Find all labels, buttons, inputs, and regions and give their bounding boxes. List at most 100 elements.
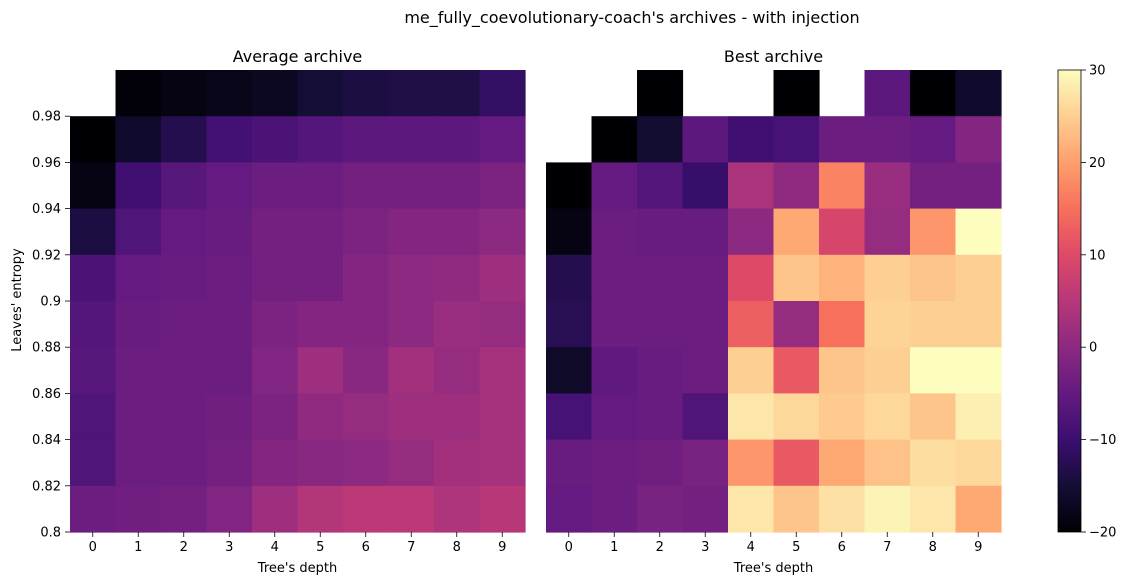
x-tick-label: 8 [929,540,937,555]
heatmap-cell [70,254,117,302]
heatmap-cell [479,485,526,533]
x-tick-label: 5 [316,540,324,555]
heatmap-cell [819,162,866,210]
heatmap-cell [343,347,390,394]
y-tick-label: 0.86 [32,387,61,402]
heatmap-cell [479,70,526,117]
heatmap-cell [955,116,1002,163]
average-archive-panel: Average archive 0 1 2 3 4 5 6 7 8 9 0.98 0.96 0.94 0.… [10,47,526,576]
y-tick-label: 0.98 [32,110,61,125]
heatmap-cell [388,70,435,117]
x-tick-label: 7 [407,540,415,555]
best-archive-xlabel: Tree's depth [733,561,813,576]
heatmap-cell [637,439,684,487]
figure-suptitle: me_fully_coevolutionary-coach's archives… [404,8,859,28]
colorbar-tick-label: 20 [1089,156,1106,171]
heatmap-cell [252,485,299,533]
heatmap-cell [682,301,729,348]
heatmap-cell [70,393,117,441]
heatmap-cell [682,485,729,533]
heatmap-cell [682,116,729,163]
average-archive-cells [70,70,526,533]
heatmap-cell [728,162,775,210]
heatmap-cell [591,485,638,533]
x-tick-label: 2 [180,540,188,555]
heatmap-cell [70,301,117,348]
heatmap-cell [546,254,593,302]
heatmap-cell [206,301,253,348]
x-tick-label: 4 [747,540,755,555]
heatmap-cell [115,439,162,487]
heatmap-cell [910,439,957,487]
heatmap-cell [773,162,820,210]
x-tick-label: 9 [974,540,982,555]
heatmap-cell [343,393,390,441]
heatmap-cell [955,70,1002,117]
heatmap-cell [910,208,957,256]
heatmap-cell [115,70,162,117]
y-tick-label: 0.96 [32,156,61,171]
heatmap-cell [434,485,481,533]
y-tick-label: 0.9 [40,295,61,310]
heatmap-cell [864,162,911,210]
heatmap-cell [773,301,820,348]
heatmap-cell [161,208,208,256]
heatmap-cell [864,301,911,348]
heatmap-cell [864,254,911,302]
heatmap-cell [252,208,299,256]
heatmap-cell [955,208,1002,256]
heatmap-cell [343,208,390,256]
heatmap-cell [252,439,299,487]
heatmap-cell [297,301,344,348]
heatmap-cell [773,70,820,117]
heatmap-cell [206,485,253,533]
heatmap-cell [479,439,526,487]
heatmap-cell [637,116,684,163]
heatmap-cell [728,254,775,302]
heatmap-cell [115,116,162,163]
heatmap-cell [819,208,866,256]
heatmap-cell [434,347,481,394]
heatmap-cell [297,208,344,256]
colorbar-tick-label: −10 [1089,433,1116,448]
heatmap-cell [297,485,344,533]
heatmap-cell [910,347,957,394]
heatmap-cell [546,208,593,256]
heatmap-cell [591,254,638,302]
heatmap-cell [728,393,775,441]
heatmap-cell [773,116,820,163]
heatmap-cell [70,162,117,210]
heatmap-cell [591,116,638,163]
colorbar-gradient [1057,69,1082,533]
heatmap-cell [252,254,299,302]
heatmap-cell [297,347,344,394]
heatmap-cell [682,393,729,441]
heatmap-cell [388,254,435,302]
heatmap-cell [434,116,481,163]
heatmap-cell [297,70,344,117]
heatmap-cell [252,393,299,441]
heatmap-cell [434,162,481,210]
heatmap-cell [479,347,526,394]
heatmap-cell [297,162,344,210]
heatmap-cell [637,162,684,210]
heatmap-cell [591,393,638,441]
heatmap-cell [773,439,820,487]
colorbar-tick-label: 30 [1089,64,1106,79]
heatmap-cell [388,347,435,394]
heatmap-cell [388,485,435,533]
heatmap-cell [773,393,820,441]
heatmap-cell [343,485,390,533]
heatmap-cell [161,254,208,302]
heatmap-cell [70,347,117,394]
heatmap-cell [115,485,162,533]
heatmap-cell [434,393,481,441]
heatmap-cell [864,208,911,256]
x-tick-label: 3 [225,540,233,555]
colorbar-tick-label: −20 [1089,526,1116,541]
heatmap-cell [910,162,957,210]
x-tick-label: 5 [792,540,800,555]
heatmap-cell [819,301,866,348]
heatmap-cell [388,439,435,487]
heatmap-cell [637,254,684,302]
